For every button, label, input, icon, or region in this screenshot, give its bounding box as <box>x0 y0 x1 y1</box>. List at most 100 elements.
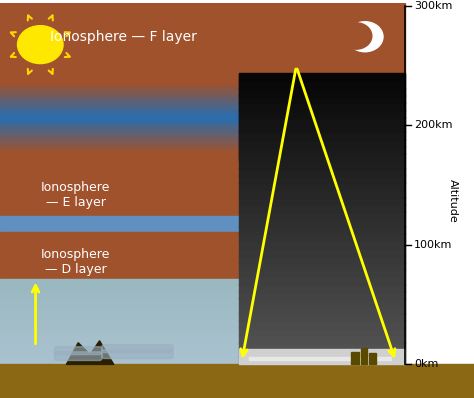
Bar <box>0 82 239 86</box>
FancyBboxPatch shape <box>102 345 173 353</box>
Bar <box>0 91 239 94</box>
Bar <box>249 357 391 361</box>
Bar <box>239 110 405 118</box>
Bar <box>239 160 405 168</box>
Bar <box>0 129 239 132</box>
Bar <box>0 292 239 297</box>
FancyBboxPatch shape <box>55 352 102 361</box>
Bar <box>0 146 239 150</box>
Bar <box>0 283 239 288</box>
Bar <box>0 339 239 343</box>
Bar <box>0 3 239 74</box>
Bar <box>0 158 239 161</box>
Bar <box>0 109 239 112</box>
Bar <box>0 97 239 100</box>
Bar <box>239 349 405 365</box>
Bar <box>0 77 239 80</box>
Bar <box>239 269 405 277</box>
Bar <box>239 277 405 285</box>
Bar <box>0 330 239 335</box>
Bar <box>0 74 239 77</box>
Bar <box>239 88 405 96</box>
Bar <box>239 262 405 270</box>
Bar <box>239 168 405 176</box>
Bar <box>0 365 474 398</box>
Bar <box>239 117 405 125</box>
Bar <box>0 351 239 356</box>
Bar <box>0 140 239 144</box>
Bar <box>239 335 405 343</box>
Bar <box>0 143 239 146</box>
Bar <box>0 161 239 217</box>
Bar <box>239 81 405 89</box>
Text: Ionosphere — F layer: Ionosphere — F layer <box>50 30 197 44</box>
Text: Ionosphere
— D layer: Ionosphere — D layer <box>41 248 110 276</box>
Bar <box>239 95 405 103</box>
Text: Ionosphere
— E layer: Ionosphere — E layer <box>41 181 110 209</box>
Bar <box>0 317 239 322</box>
Bar <box>239 356 405 365</box>
Bar <box>0 149 239 152</box>
Bar <box>239 3 405 74</box>
Polygon shape <box>66 341 114 365</box>
Bar <box>0 279 239 284</box>
Bar <box>0 103 239 106</box>
Bar <box>239 219 405 226</box>
Bar <box>0 360 239 365</box>
Bar <box>0 88 239 92</box>
Bar <box>0 300 239 305</box>
Bar <box>239 124 405 132</box>
Bar <box>0 80 239 83</box>
Bar <box>239 240 405 248</box>
Bar <box>239 74 405 82</box>
Bar <box>0 296 239 301</box>
Bar <box>0 326 239 330</box>
Bar <box>0 313 239 318</box>
Bar <box>0 355 239 360</box>
Bar <box>239 306 405 314</box>
Bar <box>239 102 405 111</box>
Bar <box>239 342 405 350</box>
Circle shape <box>18 25 63 64</box>
Text: Altitude: Altitude <box>447 179 458 222</box>
Text: 0km: 0km <box>414 359 438 369</box>
Bar <box>0 126 239 129</box>
Bar <box>0 304 239 309</box>
Bar <box>0 106 239 109</box>
Bar <box>0 288 239 292</box>
Bar <box>239 328 405 336</box>
Circle shape <box>340 23 372 49</box>
Bar <box>0 123 239 126</box>
Bar <box>239 320 405 328</box>
Bar <box>0 117 239 121</box>
Bar <box>239 204 405 212</box>
Bar <box>239 248 405 256</box>
Bar <box>0 155 239 158</box>
Bar <box>0 94 239 98</box>
Text: 100km: 100km <box>414 240 452 250</box>
Circle shape <box>347 22 383 52</box>
Bar <box>0 86 239 89</box>
Text: 200km: 200km <box>414 120 452 130</box>
Bar <box>0 343 239 347</box>
Bar <box>0 138 239 141</box>
Bar <box>369 353 376 365</box>
Bar <box>239 233 405 241</box>
Bar <box>0 347 239 352</box>
Bar <box>239 189 405 197</box>
Bar <box>0 100 239 103</box>
Bar <box>351 352 359 365</box>
Bar <box>239 211 405 219</box>
Bar <box>0 334 239 339</box>
Bar <box>361 348 367 365</box>
Bar <box>0 135 239 138</box>
Bar <box>0 114 239 118</box>
Bar <box>239 131 405 140</box>
Bar <box>239 226 405 234</box>
Bar <box>0 111 239 115</box>
Bar <box>239 175 405 183</box>
Bar <box>239 182 405 190</box>
Bar <box>239 349 405 357</box>
Bar <box>0 309 239 314</box>
Bar <box>239 74 405 398</box>
